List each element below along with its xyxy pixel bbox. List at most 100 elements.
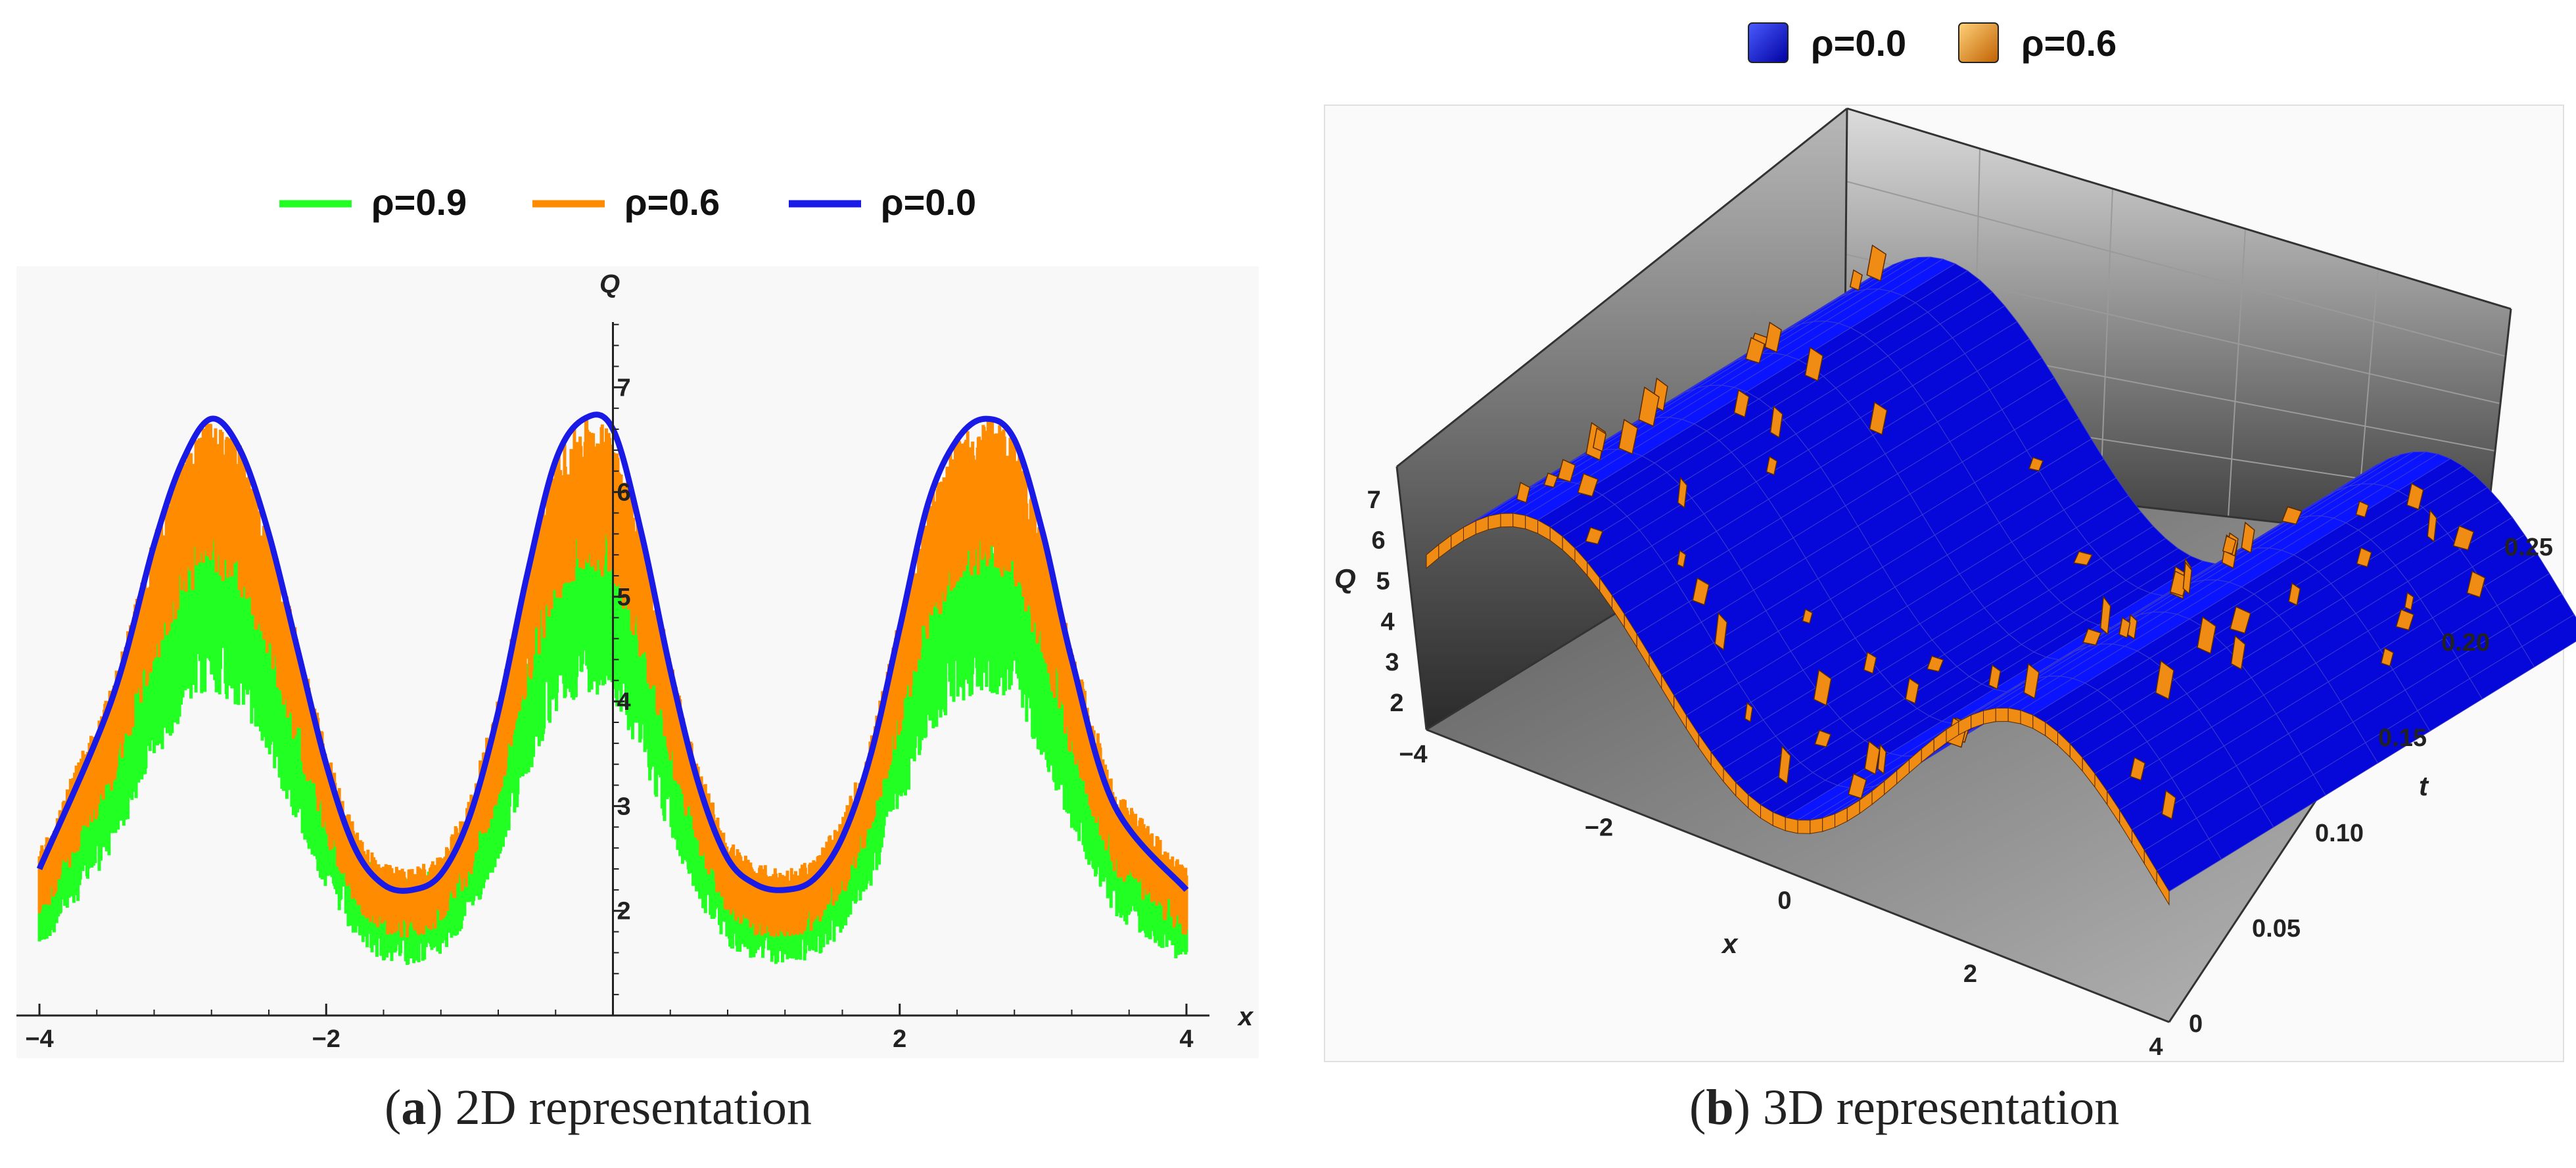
surface-patch-orange: [1592, 427, 1607, 452]
surface-patch-orange: [1766, 456, 1778, 476]
surface-patch-orange: [1577, 473, 1599, 498]
legend-label: ρ=0.6: [624, 181, 720, 223]
surface-patch-orange: [1927, 655, 1944, 672]
surface-patch-orange: [1802, 608, 1814, 624]
box-edge: [1426, 728, 2170, 1023]
surface-edge-orange: [1797, 820, 1811, 834]
series-line-rho-0-6: [37, 415, 1188, 938]
surface-patch-orange: [1905, 677, 1919, 705]
z-tick-label: 6: [1372, 527, 1386, 555]
y-axis-label: Q: [599, 269, 620, 298]
surface-patch-orange: [1764, 321, 1782, 353]
surface-patch-orange: [1804, 346, 1823, 382]
caption-2d: (a) 2D representation: [385, 1080, 812, 1135]
surface-patch-orange: [2230, 635, 2246, 670]
surface-patch-orange: [2182, 561, 2192, 595]
surface-patch-orange: [2281, 506, 2303, 525]
surface-patch-orange: [1638, 386, 1660, 427]
surface-patch-orange: [2288, 582, 2301, 606]
x-tick-label: 2: [893, 1025, 906, 1053]
surface-patch-orange: [2082, 628, 2102, 646]
surface-patch-orange: [1863, 651, 1877, 674]
z-tick-label: 4: [1380, 608, 1394, 636]
y-axis-label: t: [2419, 770, 2429, 801]
x-axis-label: x: [1237, 1002, 1254, 1031]
surface-patch-orange: [2023, 663, 2040, 699]
grid-line: [2228, 228, 2246, 517]
box-edge: [1396, 107, 1848, 468]
surface-patch-orange: [2130, 757, 2146, 781]
surface-patch-orange: [1677, 549, 1687, 568]
y-tick-label: 3: [617, 793, 631, 820]
surface-edge-orange: [1512, 513, 1526, 530]
surface-patch-orange: [2241, 521, 2255, 554]
z-tick-label: 7: [1367, 486, 1381, 514]
z-tick-label: 2: [1390, 689, 1403, 717]
y-tick-label: 0.20: [2441, 629, 2490, 657]
x-tick-label: 0: [1777, 887, 1791, 915]
surface-edge-orange: [1810, 818, 1823, 834]
legend-label: ρ=0.0: [1811, 22, 1906, 64]
z-tick-label: 5: [1376, 568, 1390, 596]
surface-patch-orange: [1618, 419, 1639, 455]
surface-patch-orange: [1778, 745, 1791, 785]
surface-patch-orange: [1744, 702, 1753, 723]
surface-patch-orange: [1866, 245, 1887, 282]
surface-patch-orange: [1814, 730, 1832, 748]
y-tick-label: 4: [617, 688, 631, 716]
surface-patch-orange: [1877, 743, 1887, 775]
surface-patch-orange: [1516, 481, 1531, 503]
surface-patch-orange: [1745, 337, 1766, 364]
x-tick-label: −4: [1399, 741, 1427, 768]
surface-patch-orange: [2356, 547, 2372, 568]
y-tick-label: 0: [2189, 1010, 2203, 1038]
y-tick-label: 0.15: [2378, 724, 2427, 752]
x-tick-label: 4: [1179, 1025, 1193, 1053]
surface-patch-orange: [2452, 525, 2475, 551]
grid-line: [2099, 188, 2113, 503]
surface-patch-orange: [1864, 740, 1881, 776]
panel-2d: −4 −2 2 4 2 3 4 5 6 7 x Q ρ=0.9 ρ=0.6 ρ=0.0 (a) 2D re…: [0, 0, 1288, 1165]
surface-edge-orange: [1983, 707, 1996, 725]
y-tick-label: 7: [617, 374, 631, 402]
surface-patch-orange: [1848, 773, 1867, 799]
surface-patch-orange: [1813, 669, 1832, 707]
surface-patch-orange: [2395, 609, 2415, 631]
caption-3d: (b) 3D representation: [1689, 1080, 2120, 1135]
y-tick-label: 0.10: [2315, 820, 2364, 847]
x-tick-label: 4: [2149, 1033, 2163, 1061]
surface-patch-orange: [2380, 647, 2395, 667]
surface-patch-orange: [2155, 660, 2174, 700]
surface-patch-orange: [2073, 551, 2093, 566]
legend-label: ρ=0.0: [881, 181, 976, 223]
y-tick-label: 0.05: [2252, 915, 2301, 943]
surface-patch-orange: [1557, 459, 1576, 482]
surface-patch-orange: [2427, 509, 2437, 543]
surface-patch-orange: [1988, 664, 2002, 690]
y-tick-label: 2: [617, 898, 631, 925]
surface-patch-orange: [1769, 405, 1783, 438]
surface-patch-orange: [2119, 617, 2131, 639]
legend-label: ρ=0.9: [371, 181, 467, 223]
surface-patch-orange: [1677, 477, 1688, 509]
y-tick-label: 6: [617, 479, 631, 507]
surface-patch-orange: [1585, 526, 1604, 545]
left-wall: [1397, 108, 1847, 730]
surface-edge-orange: [1785, 816, 1798, 834]
surface-edge-orange: [1995, 707, 2009, 722]
legend-swatch: [1958, 22, 1999, 63]
surface-edge-orange: [1487, 513, 1501, 530]
surface-patch-orange: [2169, 570, 2189, 597]
surface-patch-orange: [2222, 535, 2237, 555]
surface-patch-orange: [2161, 789, 2176, 820]
y-tick-label: 5: [617, 584, 631, 611]
chart-2d: −4 −2 2 4 2 3 4 5 6 7 x Q ρ=0.9 ρ=0.6 ρ=0.0: [16, 181, 1259, 1058]
y-tick-label: 0.25: [2504, 534, 2553, 561]
box-edge: [1846, 107, 2512, 310]
surface-patch-orange: [2466, 571, 2486, 598]
legend-label: ρ=0.6: [2021, 22, 2117, 64]
x-tick-label: −4: [25, 1025, 53, 1053]
x-tick-label: −2: [1585, 814, 1613, 841]
surface-patch-orange: [2230, 606, 2251, 634]
surface-patch-orange: [2355, 500, 2370, 518]
